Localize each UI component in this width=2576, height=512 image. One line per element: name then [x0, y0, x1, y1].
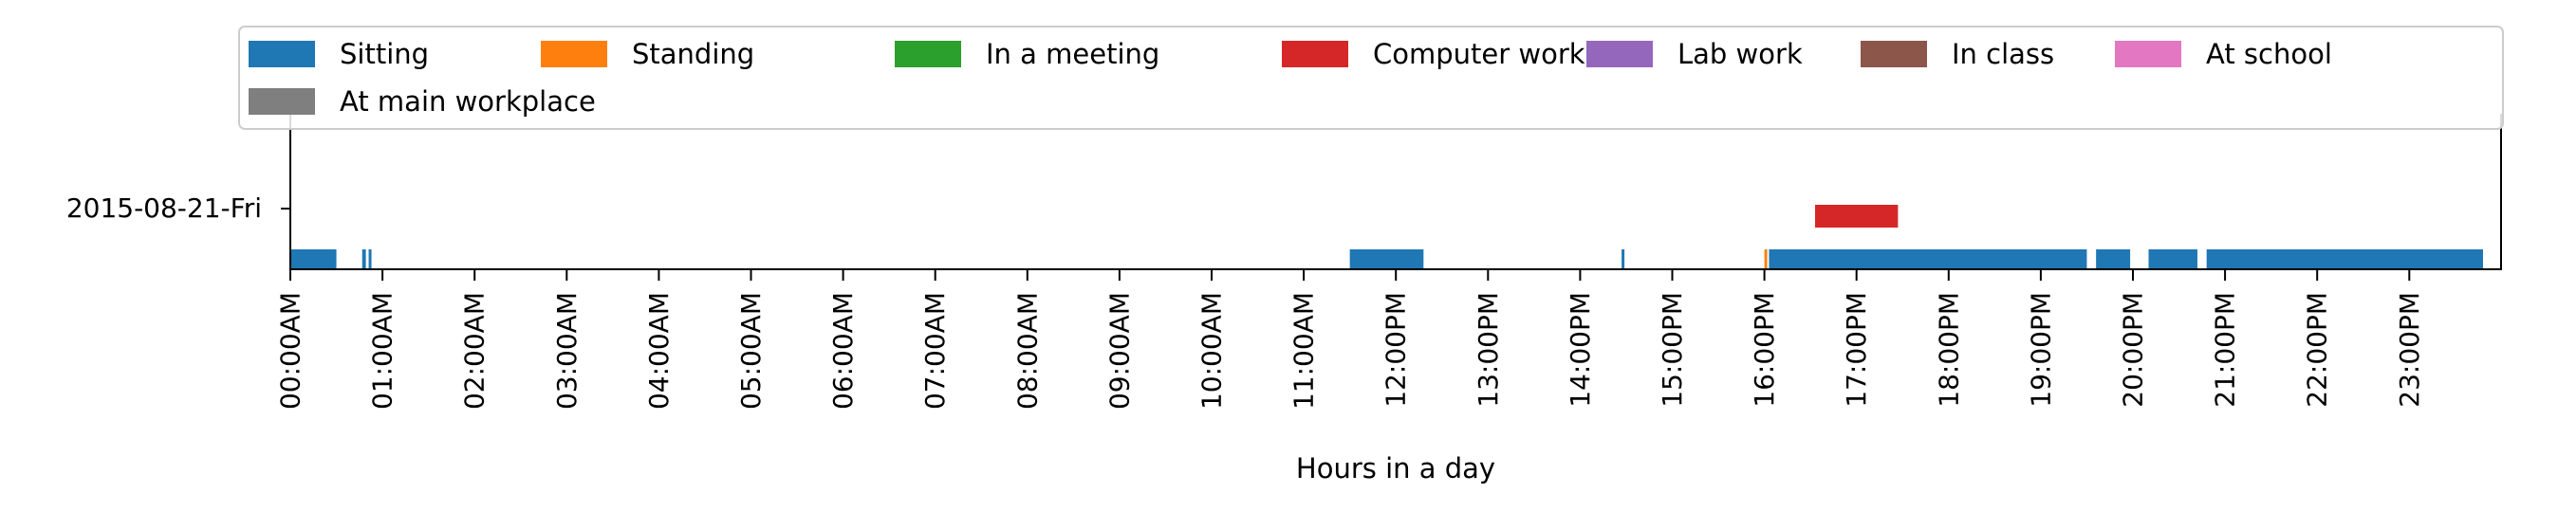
x-tick-label: 20:00PM	[2118, 292, 2149, 408]
activity-bar	[1815, 205, 1899, 228]
x-tick-label: 12:00PM	[1381, 292, 1412, 408]
x-tick-label: 08:00AM	[1011, 292, 1043, 410]
activity-bar	[1764, 249, 1768, 268]
legend-swatch	[249, 41, 315, 67]
legend-swatch	[895, 41, 961, 67]
x-tick-label: 10:00AM	[1196, 292, 1228, 410]
x-tick-label: 06:00AM	[827, 292, 859, 410]
legend-items: Sitting Standing In a meeting Computer work…	[249, 38, 2332, 118]
activity-bar	[2148, 249, 2197, 268]
x-tick-label: 02:00AM	[459, 292, 491, 410]
legend-label: At school	[2206, 38, 2332, 70]
legend-swatch	[2115, 41, 2181, 67]
x-tick-label: 14:00PM	[1565, 292, 1596, 408]
legend-label: In class	[1952, 38, 2054, 70]
legend-label: Computer work	[1373, 38, 1585, 70]
legend-label: At main workplace	[340, 85, 596, 118]
activity-bar	[2096, 249, 2131, 268]
x-tick-label: 03:00AM	[551, 292, 583, 410]
x-tick-label: 19:00PM	[2025, 292, 2056, 408]
legend-swatch	[249, 88, 315, 115]
legend-label: Lab work	[1677, 38, 1803, 70]
x-ticks: 00:00AM 01:00AM 02:00AM 03:00AM 04:00AM 05:00…	[275, 269, 2425, 410]
y-tick-label: 2015-08-21-Fri	[66, 192, 262, 224]
activity-bar	[368, 249, 372, 268]
activity-bar	[290, 249, 337, 268]
legend-label: In a meeting	[986, 38, 1159, 70]
plot-area: 2015-08-21-Fri 00:00AM 01:00AM 02:00AM 03:0…	[66, 114, 2502, 485]
x-tick-label: 11:00AM	[1288, 292, 1320, 410]
x-tick-label: 07:00AM	[919, 292, 951, 410]
legend-label: Sitting	[340, 38, 429, 70]
x-tick-label: 23:00PM	[2394, 292, 2425, 408]
legend-swatch	[1861, 41, 1927, 67]
activity-bar	[1769, 249, 2087, 268]
x-tick-label: 05:00AM	[735, 292, 767, 410]
x-tick-label: 17:00PM	[1841, 292, 1872, 408]
x-tick-label: 18:00PM	[1933, 292, 1964, 408]
x-tick-label: 21:00PM	[2210, 292, 2241, 408]
legend: Sitting Standing In a meeting Computer work…	[238, 26, 2504, 130]
activity-bar	[1349, 249, 1424, 268]
legend-label: Standing	[632, 38, 754, 70]
x-tick-label: 15:00PM	[1657, 292, 1688, 408]
legend-swatch	[1586, 41, 1653, 67]
legend-swatch	[1282, 41, 1348, 67]
x-tick-label: 22:00PM	[2302, 292, 2333, 408]
activity-bar	[2206, 249, 2483, 268]
x-tick-label: 04:00AM	[643, 292, 675, 410]
activity-bar	[1622, 249, 1625, 268]
x-tick-label: 00:00AM	[275, 292, 306, 410]
activity-bars	[290, 205, 2483, 268]
x-tick-label: 01:00AM	[367, 292, 398, 410]
activity-bar	[361, 249, 366, 268]
legend-swatch	[541, 41, 607, 67]
x-tick-label: 09:00AM	[1103, 292, 1135, 410]
x-tick-label: 16:00PM	[1749, 292, 1780, 408]
legend-frame	[238, 26, 2504, 130]
x-tick-label: 13:00PM	[1473, 292, 1504, 408]
x-axis-label: Hours in a day	[1296, 452, 1495, 485]
